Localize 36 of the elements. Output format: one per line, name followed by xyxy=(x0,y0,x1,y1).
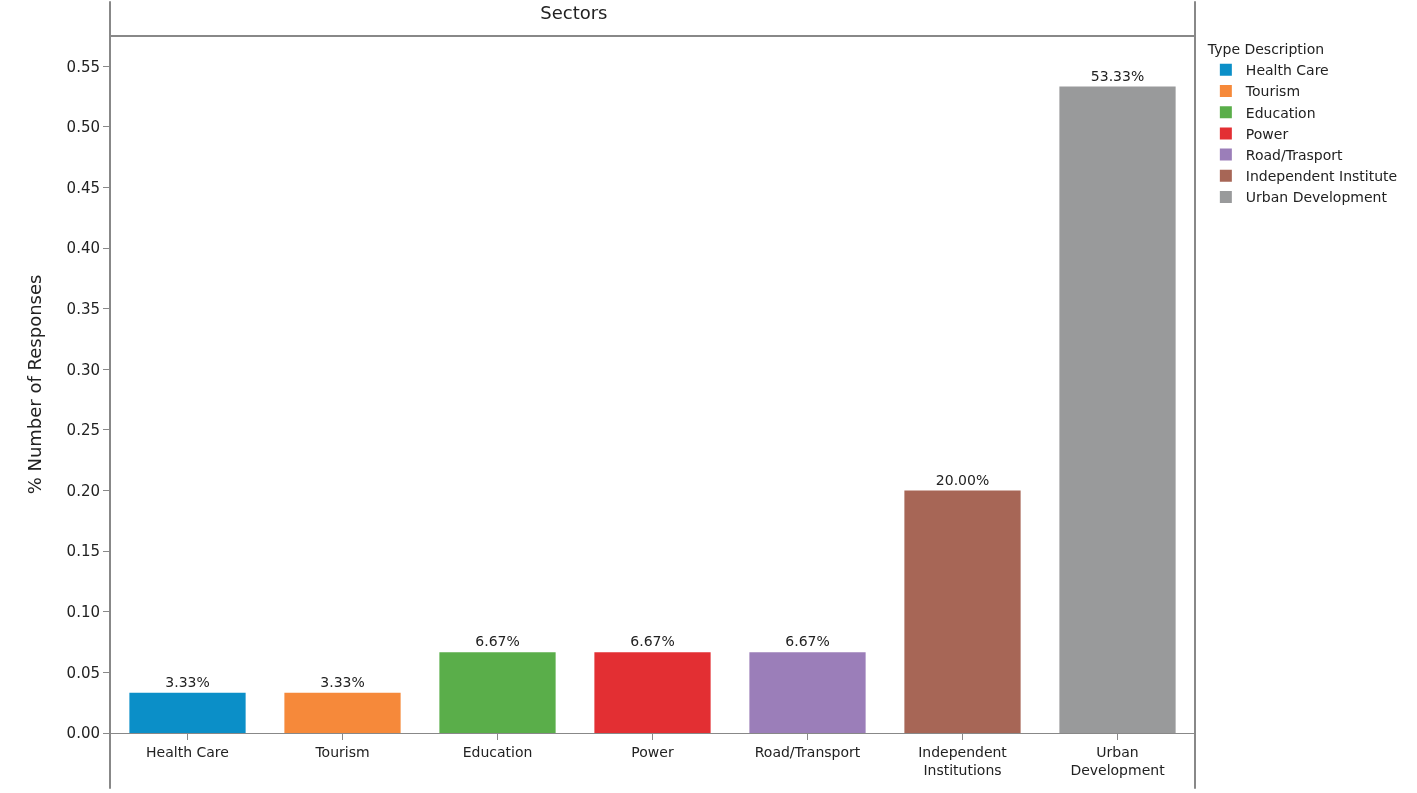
y-tick-label: 0.00 xyxy=(66,724,100,743)
data-label: 3.33% xyxy=(320,673,365,690)
data-label: 53.33% xyxy=(1090,67,1145,84)
y-tick-label: 0.15 xyxy=(66,542,100,561)
x-tick-label: Urban Development xyxy=(1070,743,1166,778)
x-tick-label: Road/Transport xyxy=(754,743,861,760)
y-tick-label: 0.35 xyxy=(66,299,100,318)
y-tick-label: 0.30 xyxy=(66,360,100,379)
x-tick-label: Independent Institutions xyxy=(918,743,1008,778)
data-label: 6.67% xyxy=(630,633,675,650)
y-tick-label: 0.45 xyxy=(66,178,100,197)
legend-label: Power xyxy=(1245,125,1289,142)
data-label: 6.67% xyxy=(785,633,830,650)
legend-label: Tourism xyxy=(1244,83,1301,100)
legend-label: Independent Institute xyxy=(1245,168,1398,185)
legend-label: Road/Trasport xyxy=(1245,147,1344,164)
x-tick-label: Health Care xyxy=(146,743,229,760)
y-tick-label: 0.55 xyxy=(66,57,100,76)
x-tick-label: Tourism xyxy=(314,743,370,760)
legend-title: Type Description xyxy=(1206,41,1325,58)
y-tick-label: 0.50 xyxy=(66,118,100,137)
y-axis-title: % Number of Responses xyxy=(23,274,45,495)
data-label: 6.67% xyxy=(475,633,520,650)
y-tick-label: 0.20 xyxy=(66,481,100,500)
legend-label: Health Care xyxy=(1245,62,1329,79)
y-tick-label: 0.05 xyxy=(66,663,100,682)
data-label: 20.00% xyxy=(935,471,990,488)
legend-label: Urban Development xyxy=(1245,189,1388,206)
x-tick-label: Power xyxy=(631,743,674,760)
y-tick-label: 0.10 xyxy=(66,603,100,622)
x-tick-label: Education xyxy=(462,743,533,760)
legend-label: Education xyxy=(1245,104,1316,121)
data-label: 3.33% xyxy=(165,673,210,690)
y-tick-label: 0.25 xyxy=(66,421,100,440)
chart-title: Sectors xyxy=(540,1,608,23)
y-tick-label: 0.40 xyxy=(66,239,100,258)
